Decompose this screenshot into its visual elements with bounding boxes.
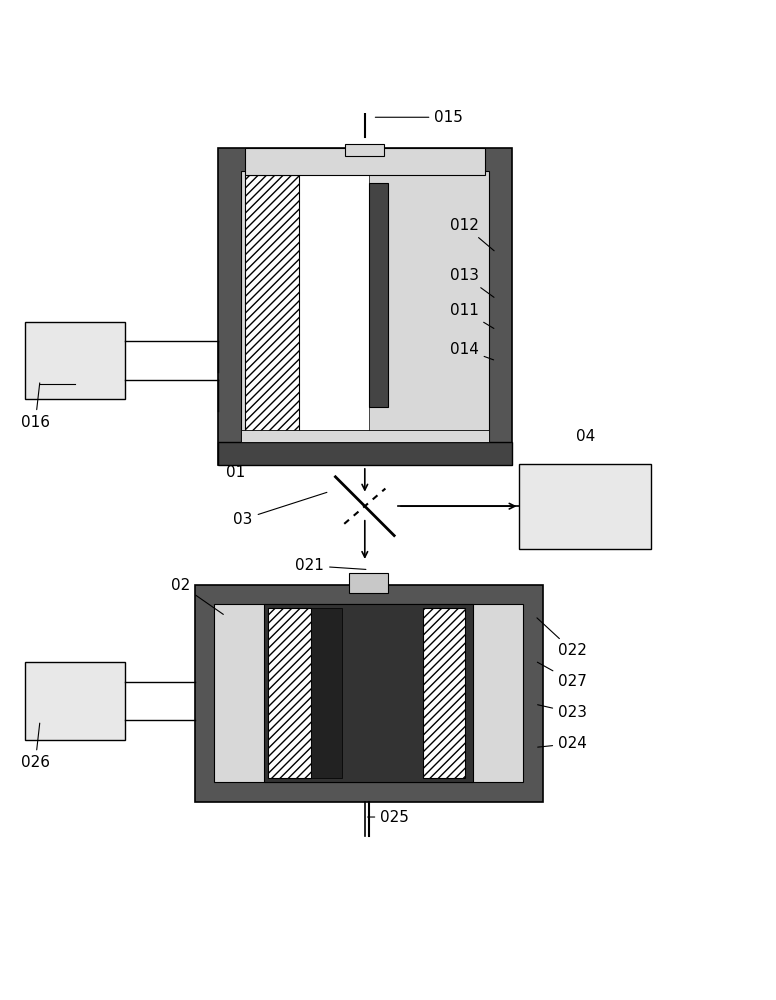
Text: 023: 023 [538,705,587,720]
Text: 013: 013 [450,268,494,297]
Bar [245,175,299,438]
Bar [349,573,388,593]
Text: 01: 01 [226,452,255,480]
Text: 026: 026 [21,723,50,770]
Bar [265,604,473,782]
Bar [519,464,651,549]
Bar [218,148,511,465]
Text: 03: 03 [234,492,327,527]
Text: 014: 014 [450,342,494,360]
Bar [25,322,125,399]
Text: 021: 021 [295,558,366,573]
Bar [268,608,310,778]
Text: 022: 022 [537,618,587,658]
Bar [245,148,485,175]
Bar [310,608,341,778]
Bar [369,183,388,407]
Text: 015: 015 [376,110,463,125]
Bar [345,144,384,156]
Text: 011: 011 [450,303,494,328]
Bar [299,175,369,438]
Bar [423,608,466,778]
Bar [241,171,489,446]
Bar [25,662,125,740]
Bar [195,585,542,802]
Text: 025: 025 [368,810,409,825]
Text: 027: 027 [537,662,587,689]
Text: 02: 02 [171,578,223,614]
Text: 012: 012 [450,218,494,251]
Text: 024: 024 [538,736,587,751]
Bar [218,442,511,465]
Bar [214,604,523,782]
Bar [241,430,489,442]
Text: 04: 04 [576,429,594,444]
Text: 016: 016 [21,383,50,430]
